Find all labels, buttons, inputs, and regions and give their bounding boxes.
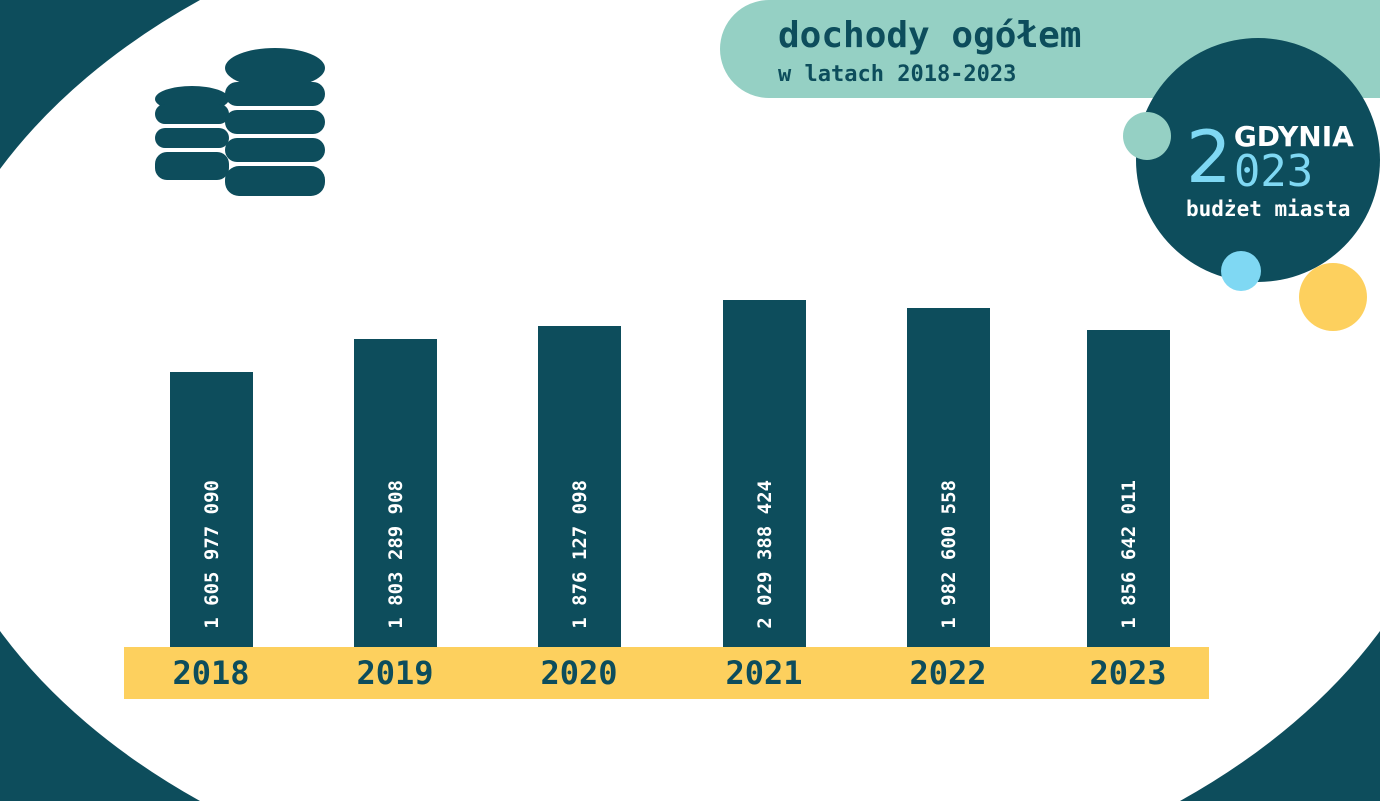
bar-value-label: 1 605 977 090 bbox=[201, 480, 223, 629]
bar-value-label: 1 856 642 011 bbox=[1118, 480, 1140, 629]
logo-circle bbox=[1136, 38, 1380, 282]
decor-circle-blue bbox=[1221, 251, 1261, 291]
bar-2022: 1 982 600 558 bbox=[907, 308, 990, 647]
logo-text-column: GDYNIA 023 bbox=[1233, 120, 1354, 197]
chart-title: dochody ogółem bbox=[778, 15, 1082, 56]
bar-value-label: 1 876 127 098 bbox=[569, 480, 591, 629]
year-label: 2018 bbox=[172, 654, 250, 692]
logo-city: GDYNIA bbox=[1233, 120, 1354, 153]
decor-circle-yellow bbox=[1299, 263, 1367, 331]
year-label: 2022 bbox=[909, 654, 987, 692]
coins-stack-icon bbox=[155, 48, 325, 196]
bar-2020: 1 876 127 098 bbox=[538, 326, 621, 647]
logo: 2 GDYNIA 023 bbox=[1186, 115, 1354, 199]
bar-value-label: 1 982 600 558 bbox=[938, 480, 960, 629]
logo-year-rest: 023 bbox=[1233, 146, 1314, 197]
logo-tagline: budżet miasta bbox=[1186, 197, 1351, 221]
decor-circle-mint bbox=[1123, 112, 1171, 160]
bar-2023: 1 856 642 011 bbox=[1087, 329, 1170, 647]
bar-2019: 1 803 289 908 bbox=[354, 338, 437, 647]
chart-subtitle: w latach 2018-2023 bbox=[778, 62, 1017, 87]
bar-value-label: 1 803 289 908 bbox=[385, 480, 407, 629]
year-label: 2020 bbox=[540, 654, 618, 692]
year-label: 2023 bbox=[1089, 654, 1167, 692]
bar-2018: 1 605 977 090 bbox=[170, 372, 253, 647]
year-label: 2021 bbox=[725, 654, 803, 692]
bar-2021: 2 029 388 424 bbox=[723, 300, 806, 647]
year-band bbox=[124, 647, 1209, 699]
logo-year-first: 2 bbox=[1186, 115, 1232, 199]
bar-value-label: 2 029 388 424 bbox=[754, 480, 776, 629]
year-label: 2019 bbox=[356, 654, 434, 692]
